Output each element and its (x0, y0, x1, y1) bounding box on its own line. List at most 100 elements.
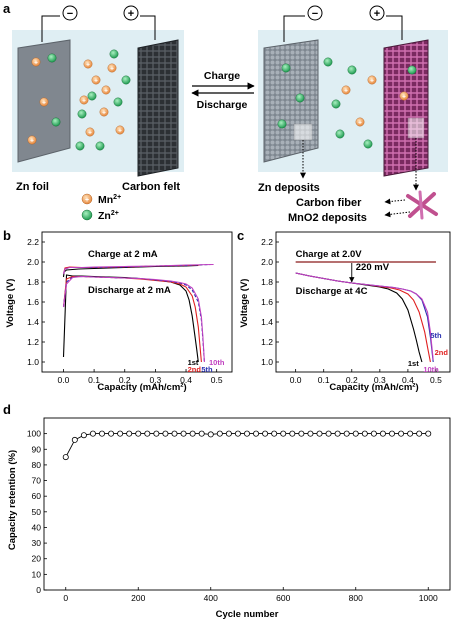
d-ytick-label: 10 (32, 569, 42, 579)
negative-sign-right: − (312, 8, 318, 20)
zn-ion-icon (363, 139, 373, 149)
mn-ion-icon (101, 85, 111, 95)
retention-point (234, 430, 241, 437)
mn-ion-icon (99, 107, 109, 117)
panel-c-letter: c (237, 228, 244, 243)
zn-deposits-label: Zn deposits (258, 182, 320, 194)
panel-d-xlabel: Cycle number (216, 609, 279, 620)
plus-sign-icon: + (42, 100, 46, 107)
panel-b-chart: b 0.0 0.1 0.2 0.3 0.4 0.5 1.0 1.2 1.4 1.6 1.8 2.0 2.… (3, 228, 233, 393)
c-ytick-label: 1.0 (261, 357, 273, 367)
discharge-arrow-label: Discharge (197, 99, 248, 111)
zn-ion-icon (77, 109, 87, 119)
retention-point (71, 436, 78, 443)
panel-d-chart: d 0 200 400 600 800 1000 0 10 20 30 40 50 60 70 80 90 10… (3, 402, 451, 620)
cycle-label-c-5th: 5th (430, 331, 442, 340)
panel-c-cycle-labels: 1st 2nd 5th 10th (408, 331, 448, 374)
zn-ion-icon (51, 117, 61, 127)
d-ytick-label: 60 (32, 491, 42, 501)
svg-text:+: + (85, 197, 89, 204)
b-ytick-label: 1.8 (27, 277, 39, 287)
retention-point (126, 430, 133, 437)
d-xtick-label: 200 (131, 593, 145, 603)
discharge-curve-10th (62, 275, 205, 363)
d-plot-frame (43, 417, 451, 591)
zn-ion-icon (75, 141, 85, 151)
panel-a-letter: a (3, 1, 11, 16)
mn-ion-icon (81, 193, 93, 205)
right-anode-wire (283, 15, 305, 42)
positive-sign-right: + (374, 8, 380, 20)
c-xtick-label: 0.3 (374, 375, 386, 385)
zn-foil-label: Zn foil (16, 181, 49, 193)
mn-ion-icon (31, 57, 41, 67)
mn-ion-icon (355, 117, 365, 127)
mn-ion-icon (107, 63, 117, 73)
b-xtick-label: 0.1 (88, 375, 100, 385)
mn-ion-icon (367, 75, 377, 85)
charge-arrow-label: Charge (204, 70, 240, 82)
mn-ion-icon (85, 127, 95, 137)
zn-ion-icon (323, 57, 333, 67)
retention-point (62, 454, 69, 461)
retention-point (289, 430, 296, 437)
mn-ion-icon (115, 125, 125, 135)
zn-ion-icon (95, 141, 105, 151)
d-ytick-label: 80 (32, 460, 42, 470)
retention-line (65, 433, 429, 458)
d-xtick-label: 0 (63, 593, 68, 603)
zn-deposits-plate (263, 39, 319, 163)
c-xtick-label: 0.5 (430, 375, 442, 385)
retention-point (216, 430, 223, 437)
b-ytick-label: 1.2 (27, 337, 39, 347)
cycle-label-b-10th: 10th (209, 358, 225, 367)
d-ytick-label: 50 (32, 507, 42, 517)
mn-ion-icon (39, 97, 49, 107)
mno2-deposits-label: MnO2 deposits (288, 212, 367, 224)
c-xtick-label: 0.4 (402, 375, 414, 385)
retention-point (271, 430, 278, 437)
mn-ion-icon (91, 75, 101, 85)
retention-point (280, 430, 287, 437)
b-ytick-label: 2.2 (27, 237, 39, 247)
negative-sign: − (67, 8, 73, 20)
zn-ion-icon (331, 99, 341, 109)
d-ytick-label: 0 (36, 585, 41, 595)
cycle-label-b-1st: 1st (188, 358, 199, 367)
carbon-fiber-label: Carbon fiber (296, 197, 362, 209)
retention-point (388, 430, 395, 437)
left-cathode-wire (140, 15, 156, 40)
panel-c-ylabel: Voltage (V) (239, 279, 250, 328)
retention-point (135, 430, 142, 437)
plus-sign-icon: + (34, 60, 38, 67)
retention-point (262, 430, 269, 437)
d-ytick-label: 20 (32, 554, 42, 564)
positive-sign: + (128, 8, 134, 20)
left-cell: − + + + + + + + + + + + + Zn foil Carbon felt (12, 5, 184, 193)
retention-point (207, 431, 214, 438)
mno2-felt-block (383, 39, 429, 177)
retention-point (334, 430, 341, 437)
retention-point (361, 430, 368, 437)
b-ytick-label: 1.6 (27, 297, 39, 307)
b-xtick-label: 0.5 (211, 375, 223, 385)
plus-sign-icon: + (104, 88, 108, 95)
retention-point (225, 430, 232, 437)
retention-point (198, 430, 205, 437)
d-xtick-label: 400 (204, 593, 218, 603)
mn-legend-label: Mn2+ (98, 194, 121, 206)
zn-ion-icon (113, 97, 123, 107)
overpotential-label: 220 mV (356, 262, 390, 273)
panel-d-series (62, 430, 432, 461)
d-ytick-label: 40 (32, 522, 42, 532)
retention-point (99, 430, 106, 437)
retention-point (352, 430, 359, 437)
retention-point (298, 430, 305, 437)
retention-point (325, 430, 332, 437)
b-ytick-label: 1.4 (27, 317, 39, 327)
retention-point (180, 430, 187, 437)
retention-point (425, 430, 432, 437)
c-ytick-label: 2.0 (261, 257, 273, 267)
retention-point (307, 430, 314, 437)
